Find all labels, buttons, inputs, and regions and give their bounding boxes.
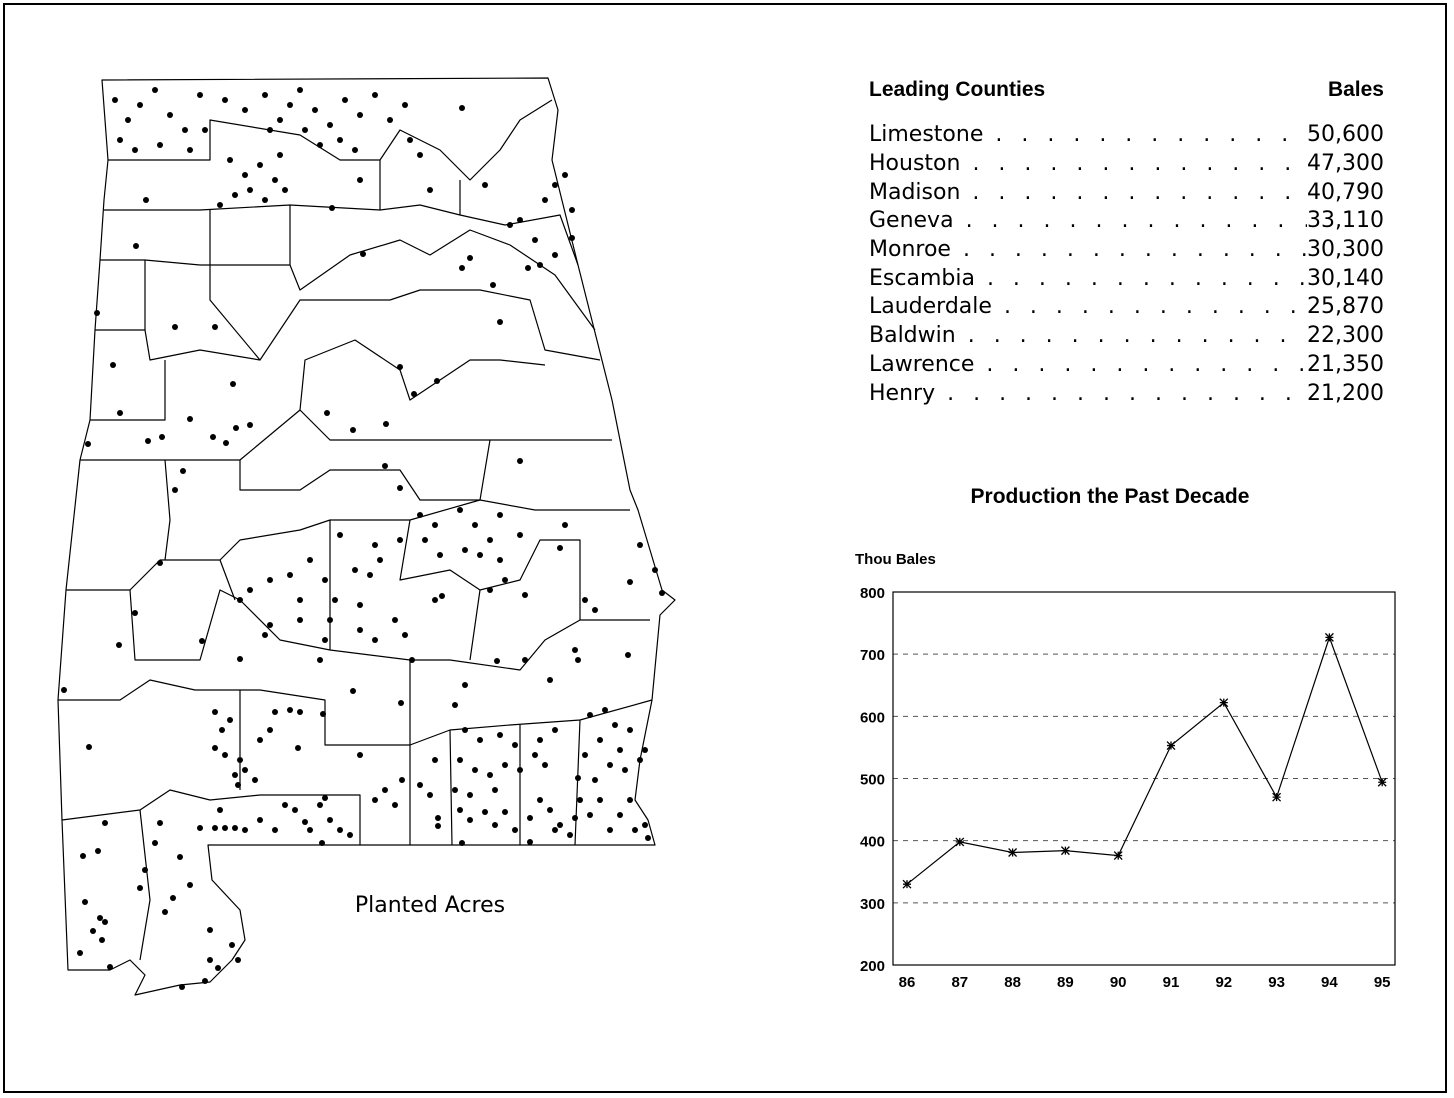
x-tick-label: 95 <box>1374 974 1391 991</box>
county-bales: 22,300 <box>1307 323 1384 348</box>
data-point-marker <box>1113 851 1123 861</box>
county-name: Limestone <box>869 122 984 147</box>
x-tick-label: 88 <box>1004 974 1021 991</box>
data-point-marker <box>1219 698 1229 708</box>
y-axis-label: Thou Bales <box>855 551 936 568</box>
data-point-marker <box>955 837 965 847</box>
data-point-marker <box>1377 777 1387 787</box>
map-caption: Planted Acres <box>354 893 506 918</box>
county-bales: 25,870 <box>1307 294 1384 319</box>
county-name: Monroe <box>869 237 951 262</box>
county-bales: 21,350 <box>1307 352 1384 377</box>
state-outline <box>57 77 676 996</box>
leader-dots: . . . . . . . . . . . . . . . . . . . . … <box>986 266 1307 291</box>
x-tick-label: 92 <box>1215 974 1232 991</box>
county-name: Escambia <box>869 266 975 291</box>
county-bales: 50,600 <box>1307 122 1384 147</box>
leader-dots: . . . . . . . . . . . . . . . . . . . . … <box>972 180 1307 205</box>
county-name: Lauderdale <box>869 294 992 319</box>
x-tick-label: 91 <box>1163 974 1180 991</box>
data-point-marker <box>902 879 912 889</box>
table-row: Limestone . . . . . . . . . . . . . . . .… <box>869 122 1384 150</box>
leader-dots: . . . . . . . . . . . . . . . . . . . . … <box>1003 294 1307 319</box>
data-point-marker <box>1272 792 1282 802</box>
x-tick-label: 87 <box>951 974 968 991</box>
county-bales: 33,110 <box>1307 208 1384 233</box>
y-tick-label: 500 <box>860 772 885 789</box>
table-row: Geneva . . . . . . . . . . . . . . . . . … <box>869 208 1384 236</box>
county-dot-map <box>57 77 676 996</box>
x-tick-label: 89 <box>1057 974 1074 991</box>
leader-dots: . . . . . . . . . . . . . . . . . . . . … <box>965 208 1307 233</box>
county-name: Houston <box>869 151 961 176</box>
data-point-marker <box>1008 848 1018 857</box>
y-tick-label: 200 <box>860 958 885 975</box>
table-row: Houston . . . . . . . . . . . . . . . . .… <box>869 151 1384 179</box>
table-row: Monroe . . . . . . . . . . . . . . . . . … <box>869 237 1384 265</box>
table-row: Madison . . . . . . . . . . . . . . . . .… <box>869 180 1384 208</box>
county-bales: 30,300 <box>1307 237 1384 262</box>
county-bales: 21,200 <box>1307 381 1384 406</box>
x-tick-label: 94 <box>1321 974 1338 991</box>
leader-dots: . . . . . . . . . . . . . . . . . . . . … <box>986 352 1307 377</box>
data-point-marker <box>1324 632 1334 642</box>
page-frame <box>3 3 1447 1093</box>
leader-dots: . . . . . . . . . . . . . . . . . . . . … <box>995 122 1307 147</box>
table-header-bales: Bales <box>1327 78 1384 101</box>
y-tick-label: 800 <box>860 585 885 602</box>
table-row: Lauderdale . . . . . . . . . . . . . . . … <box>869 294 1384 322</box>
leader-dots: . . . . . . . . . . . . . . . . . . . . … <box>972 151 1307 176</box>
county-name: Henry <box>869 381 936 406</box>
data-point-marker <box>1166 741 1176 751</box>
data-point-marker <box>1060 846 1070 856</box>
production-line-chart: Thou Bales 200 300 400 500 600 700 800 86 87 88 89 9… <box>855 551 1396 991</box>
series-line <box>906 635 1383 885</box>
y-tick-label: 700 <box>860 647 885 664</box>
leader-dots: . . . . . . . . . . . . . . . . . . . . … <box>962 237 1307 262</box>
x-tick-label: 93 <box>1268 974 1285 991</box>
leader-dots: . . . . . . . . . . . . . . . . . . . . … <box>967 323 1307 348</box>
y-tick-label: 300 <box>860 896 885 913</box>
leader-dots: . . . . . . . . . . . . . . . . . . . . … <box>947 381 1307 406</box>
table-row: Escambia . . . . . . . . . . . . . . . . … <box>869 266 1384 294</box>
county-bales: 40,790 <box>1307 180 1384 205</box>
county-name: Madison <box>869 180 961 205</box>
plot-frame <box>892 591 1396 966</box>
table-row: Baldwin . . . . . . . . . . . . . . . . .… <box>869 323 1384 351</box>
table-row: Henry . . . . . . . . . . . . . . . . . .… <box>869 381 1384 409</box>
table-header-county: Leading Counties <box>869 78 1046 101</box>
y-tick-label: 400 <box>860 834 885 851</box>
county-bales: 30,140 <box>1307 266 1384 291</box>
x-tick-label: 90 <box>1110 974 1127 991</box>
table-row: Lawrence . . . . . . . . . . . . . . . . … <box>869 352 1384 380</box>
y-tick-label: 600 <box>860 709 885 726</box>
county-name: Baldwin <box>869 323 956 348</box>
chart-title: Production the Past Decade <box>970 485 1250 508</box>
county-name: Geneva <box>869 208 954 233</box>
x-tick-label: 86 <box>899 974 916 991</box>
county-bales: 47,300 <box>1307 151 1384 176</box>
county-name: Lawrence <box>869 352 975 377</box>
